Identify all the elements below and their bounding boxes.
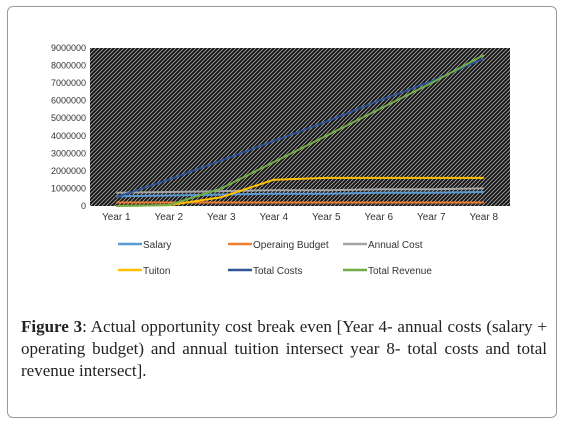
y-tick-label: 1000000 — [51, 183, 86, 193]
y-tick-label: 3000000 — [51, 148, 86, 158]
y-tick-label: 8000000 — [51, 61, 86, 71]
x-tick-label: Year 7 — [417, 212, 446, 223]
y-axis: 0 1000000 2000000 3000000 4000000 5000000 6000… — [51, 43, 86, 211]
x-axis: Year 1 Year 2 Year 3 Year 4 Year 5 Year 6 Year… — [102, 212, 498, 223]
caption-label: Figure 3 — [21, 317, 83, 336]
caption-text: : Actual opportunity cost break even [Ye… — [21, 317, 547, 380]
line-chart: 0 1000000 2000000 3000000 4000000 5000000 6000… — [51, 43, 510, 277]
figure-caption: Figure 3: Actual opportunity cost break … — [21, 316, 547, 382]
plot-area — [90, 48, 510, 206]
x-tick-label: Year 8 — [469, 212, 498, 223]
x-tick-label: Year 5 — [312, 212, 341, 223]
y-tick-label: 2000000 — [51, 166, 86, 176]
series-line-4 — [116, 176, 484, 207]
legend: Salary Operaing Budget Annual Cost Tuiton To… — [118, 240, 432, 277]
y-tick-label: 6000000 — [51, 96, 86, 106]
series-line-5 — [115, 57, 485, 199]
legend-label: Tuiton — [143, 266, 170, 277]
legend-label: Salary — [143, 240, 171, 251]
y-tick-label: 5000000 — [51, 113, 86, 123]
legend-label: Total Revenue — [368, 266, 432, 277]
series-line-3 — [116, 187, 484, 194]
y-tick-label: 9000000 — [51, 43, 86, 53]
y-tick-label: 7000000 — [51, 78, 86, 88]
x-tick-label: Year 4 — [259, 212, 288, 223]
legend-label: Annual Cost — [368, 240, 423, 251]
x-tick-label: Year 1 — [102, 212, 131, 223]
legend-label: Operaing Budget — [253, 240, 329, 251]
series-line-1 — [116, 191, 484, 198]
y-tick-label: 0 — [81, 201, 86, 211]
x-tick-label: Year 2 — [154, 212, 183, 223]
series-lines — [115, 54, 485, 207]
series-line-6 — [116, 54, 485, 207]
legend-label: Total Costs — [253, 266, 302, 277]
y-tick-label: 4000000 — [51, 131, 86, 141]
x-tick-label: Year 6 — [364, 212, 393, 223]
x-tick-label: Year 3 — [207, 212, 236, 223]
